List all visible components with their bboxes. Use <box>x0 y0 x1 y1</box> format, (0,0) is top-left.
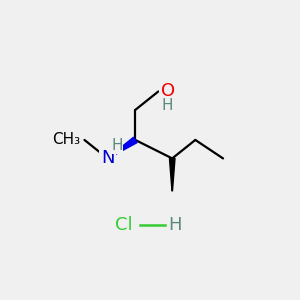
Text: H: H <box>111 138 122 153</box>
Text: CH₃: CH₃ <box>52 132 80 147</box>
Text: H: H <box>162 98 173 113</box>
Text: O: O <box>160 82 175 100</box>
Polygon shape <box>107 137 137 159</box>
Text: H: H <box>168 216 181 234</box>
Text: Cl: Cl <box>115 216 133 234</box>
Polygon shape <box>169 158 175 191</box>
Text: N: N <box>101 149 114 167</box>
